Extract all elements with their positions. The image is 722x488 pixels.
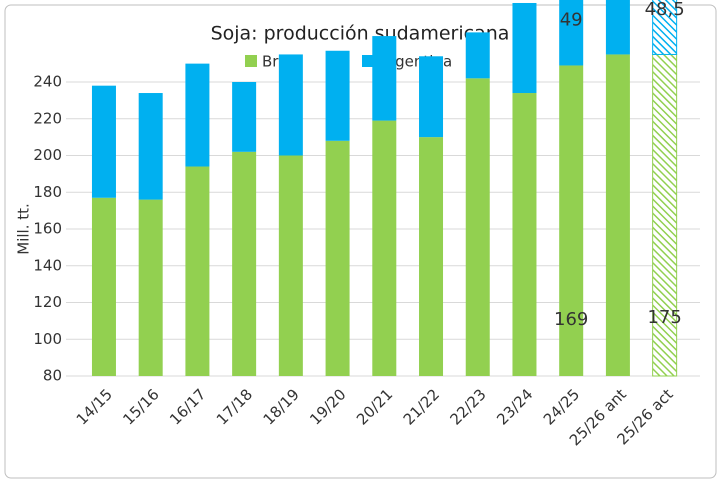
bar <box>605 0 630 55</box>
bar <box>91 197 116 376</box>
y-tick-label: 180 <box>33 183 62 201</box>
bar <box>325 50 350 141</box>
value-label: 48,5 <box>645 0 685 20</box>
chart-title: Soja: producción sudamericana <box>211 23 510 45</box>
bar <box>465 78 490 376</box>
bar <box>652 53 678 377</box>
bar <box>232 82 257 152</box>
bar <box>512 2 537 94</box>
bar <box>232 151 257 376</box>
bar <box>185 63 210 167</box>
y-tick-label: 220 <box>33 109 62 127</box>
bar <box>559 0 584 66</box>
y-tick-label: 140 <box>33 256 62 274</box>
bar <box>512 93 537 377</box>
bar <box>91 85 116 198</box>
y-tick-label: 120 <box>33 293 62 311</box>
y-tick-label: 100 <box>33 330 62 348</box>
bar <box>278 155 303 376</box>
y-axis-label: Mill. tt. <box>15 203 33 255</box>
y-tick-label: 80 <box>43 367 62 385</box>
bar <box>652 0 678 55</box>
frame <box>4 4 717 479</box>
bar <box>372 120 397 377</box>
value-label: 169 <box>554 309 588 330</box>
bar <box>419 56 444 138</box>
y-tick-label: 160 <box>33 220 62 238</box>
bar <box>372 36 397 121</box>
value-label: 175 <box>647 307 681 328</box>
bar <box>278 54 303 156</box>
value-label: 49 <box>560 9 583 30</box>
bar <box>138 199 163 376</box>
bar <box>419 137 444 376</box>
y-tick-label: 200 <box>33 146 62 164</box>
bar <box>185 166 210 376</box>
bar <box>138 93 163 200</box>
legend-swatch <box>245 55 257 67</box>
legend-swatch <box>362 55 374 67</box>
bar <box>325 140 350 376</box>
bar <box>605 54 630 376</box>
bar <box>465 32 490 79</box>
y-tick-label: 240 <box>33 73 62 91</box>
bar <box>559 65 584 377</box>
